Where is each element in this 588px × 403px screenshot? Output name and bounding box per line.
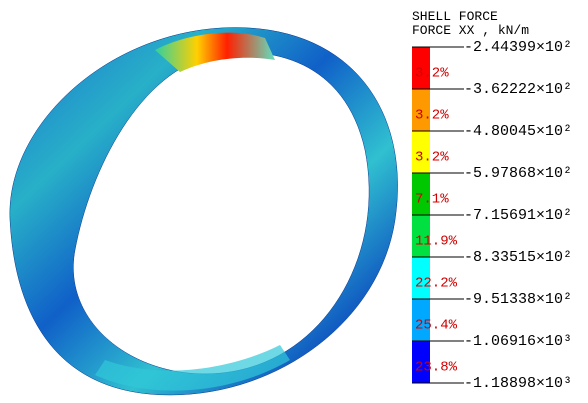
ring-model [10, 28, 398, 395]
level-label: -1.06916×10³ [464, 333, 572, 350]
level-label: -5.97868×10² [464, 165, 572, 182]
level-label: -2.44399×10² [464, 39, 572, 56]
legend-title: SHELL FORCE [412, 9, 498, 24]
level-label: -4.80045×10² [464, 123, 572, 140]
band-percent: 23.8% [415, 360, 458, 376]
band-percent: 3.2% [415, 150, 449, 166]
level-label: -1.18898×10³ [464, 375, 572, 392]
band-percent: 3.2% [415, 66, 449, 82]
band-percent: 7.1% [415, 192, 449, 208]
level-label: -7.15691×10² [464, 207, 572, 224]
band-percent: 11.9% [415, 234, 458, 250]
band-percent: 25.4% [415, 318, 458, 334]
legend-title: FORCE XX , kN/m [412, 23, 529, 38]
level-label: -9.51338×10² [464, 291, 572, 308]
legend: SHELL FORCE FORCE XX , kN/m 3.2% 3.2% 3.2%… [412, 9, 572, 392]
band-percent: 3.2% [415, 108, 449, 124]
level-label: -3.62222×10² [464, 81, 572, 98]
level-label: -8.33515×10² [464, 249, 572, 266]
band-percent: 22.2% [415, 276, 458, 292]
screen: SHELL FORCE FORCE XX , kN/m 3.2% 3.2% 3.2%… [0, 0, 588, 403]
